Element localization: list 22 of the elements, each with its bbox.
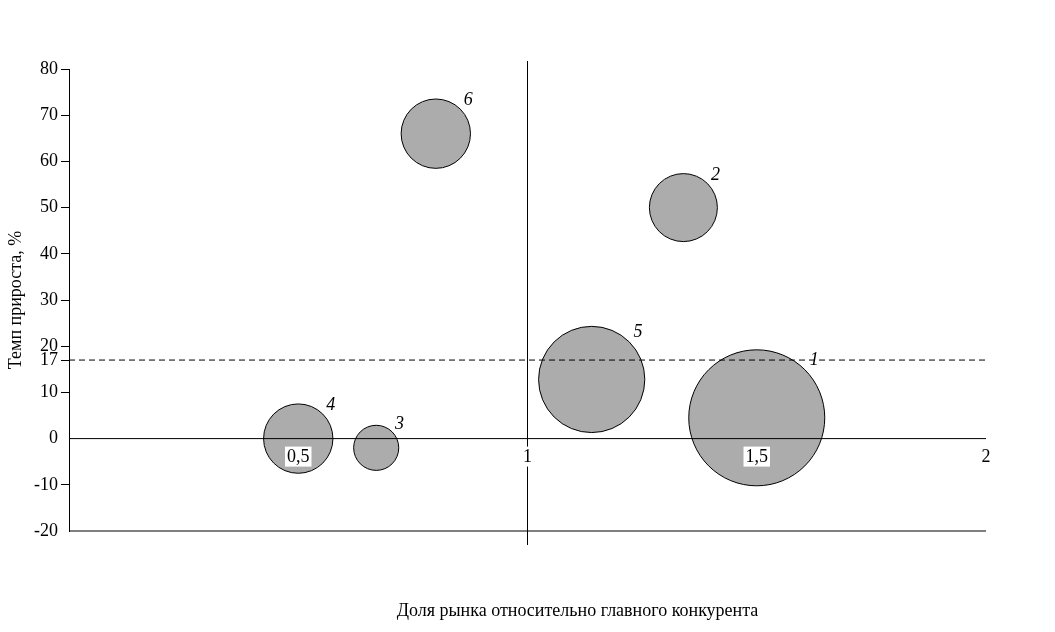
x-axis-title: Доля рынка относительно главного конкурента bbox=[395, 600, 760, 621]
y-axis-title: Темп прироста, % bbox=[4, 230, 25, 370]
y-tick-label: 30 bbox=[40, 288, 58, 309]
y-tick-label: 60 bbox=[40, 150, 58, 171]
y-tick-label: 50 bbox=[40, 196, 58, 217]
annotation: 4 bbox=[326, 394, 336, 415]
y-tick-label: -20 bbox=[34, 519, 58, 540]
annotation: 3 bbox=[394, 412, 405, 433]
annotation: 2 bbox=[710, 163, 720, 184]
y-tick-label: 70 bbox=[40, 103, 58, 124]
y-tick-label: 40 bbox=[40, 242, 58, 263]
annotation: 1 bbox=[809, 348, 819, 369]
y-tick-label: 10 bbox=[40, 381, 58, 402]
x-tick-label: 0,5 bbox=[287, 446, 310, 467]
x-tick-label: 2 bbox=[981, 446, 991, 467]
y-tick-label: -10 bbox=[34, 473, 58, 494]
annotation: 6 bbox=[463, 89, 473, 110]
x-tick-label: 1 bbox=[523, 446, 532, 467]
x-tick-label: 1,5 bbox=[745, 446, 768, 467]
y-tick-label: 80 bbox=[40, 57, 58, 78]
annotation: 5 bbox=[633, 321, 643, 342]
y-tick-label: 0 bbox=[49, 427, 58, 448]
